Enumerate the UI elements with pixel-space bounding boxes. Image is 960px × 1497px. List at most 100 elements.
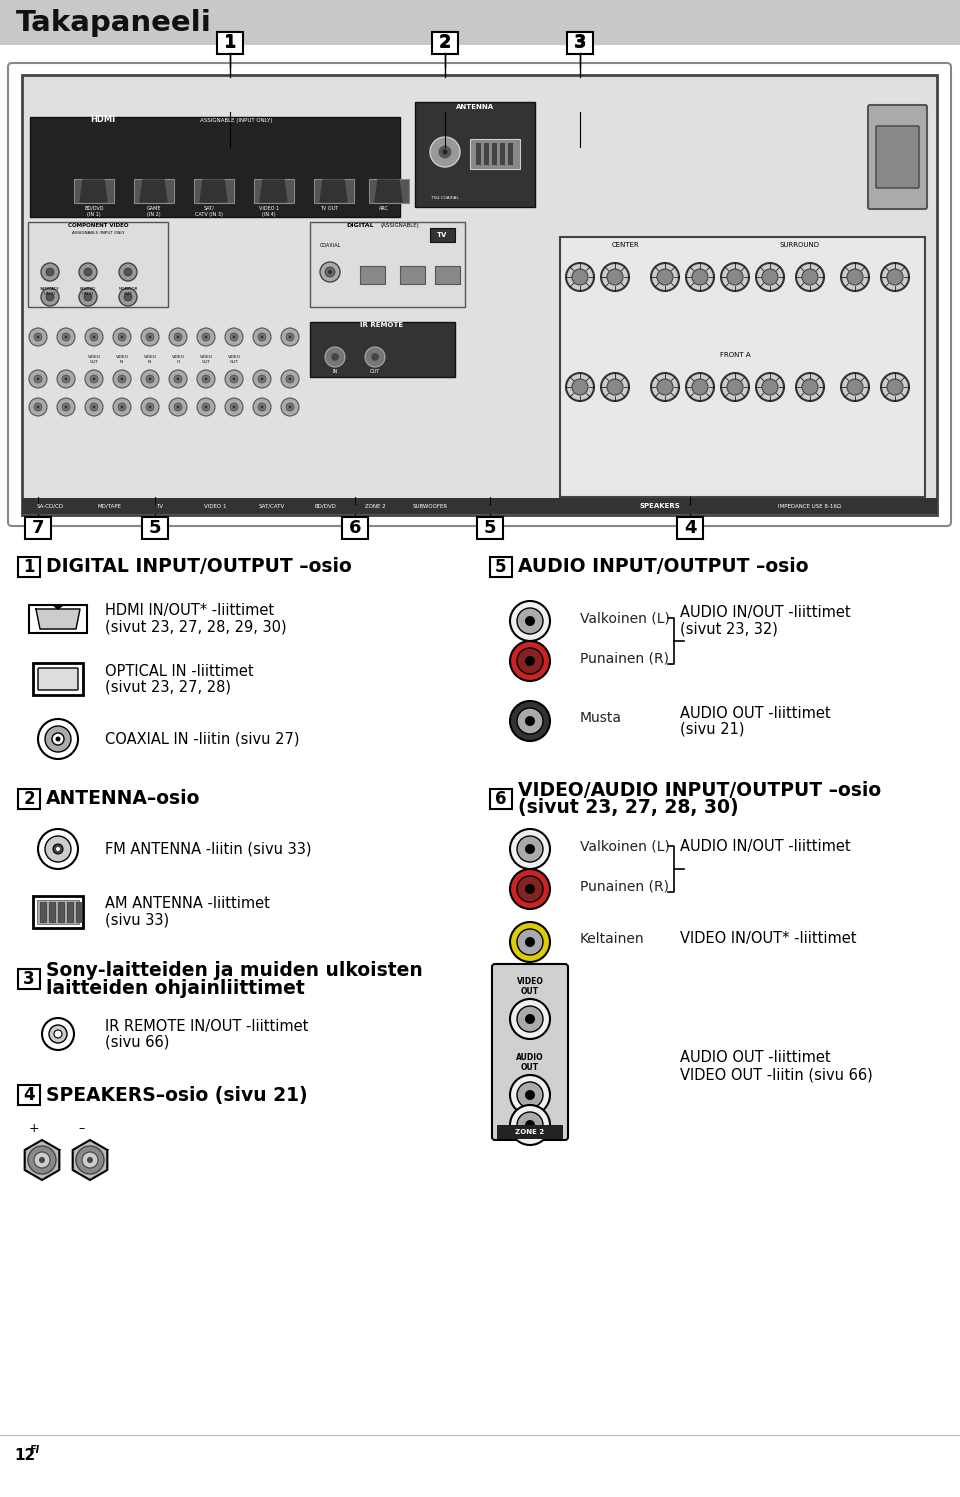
Circle shape [118, 376, 126, 383]
Text: 1: 1 [23, 558, 35, 576]
Circle shape [253, 370, 271, 388]
Text: VIDEO
OUT: VIDEO OUT [200, 355, 212, 364]
Circle shape [510, 701, 550, 741]
Circle shape [517, 648, 543, 674]
Circle shape [430, 138, 460, 168]
FancyBboxPatch shape [142, 516, 168, 539]
Text: GAME
(IN 2): GAME (IN 2) [147, 207, 161, 217]
Text: TV OUT: TV OUT [320, 207, 338, 211]
Circle shape [29, 370, 47, 388]
Circle shape [721, 263, 749, 290]
Circle shape [149, 377, 152, 380]
Text: BD/DVD: BD/DVD [314, 503, 336, 509]
Text: IR REMOTE: IR REMOTE [360, 322, 403, 328]
Text: (sivu 21): (sivu 21) [680, 722, 745, 737]
FancyBboxPatch shape [22, 75, 937, 515]
Circle shape [169, 398, 187, 416]
Circle shape [510, 922, 550, 963]
FancyBboxPatch shape [369, 180, 409, 204]
Text: OUT: OUT [370, 368, 380, 374]
Circle shape [76, 1147, 104, 1174]
FancyBboxPatch shape [134, 180, 174, 204]
Circle shape [230, 403, 238, 412]
FancyBboxPatch shape [310, 222, 465, 307]
FancyBboxPatch shape [560, 237, 925, 497]
Circle shape [525, 716, 535, 726]
FancyBboxPatch shape [30, 117, 400, 217]
Text: 75Ω COAXIAL: 75Ω COAXIAL [431, 196, 459, 201]
Circle shape [525, 1090, 535, 1100]
Circle shape [121, 335, 124, 338]
Circle shape [84, 293, 92, 301]
Circle shape [45, 726, 71, 751]
FancyBboxPatch shape [415, 102, 535, 207]
Polygon shape [375, 180, 402, 202]
Circle shape [651, 373, 679, 401]
Circle shape [113, 370, 131, 388]
FancyBboxPatch shape [434, 31, 456, 52]
Text: (sivu 66): (sivu 66) [105, 1034, 169, 1049]
Circle shape [230, 332, 238, 341]
FancyBboxPatch shape [33, 663, 83, 695]
Circle shape [566, 373, 594, 401]
Circle shape [510, 998, 550, 1039]
FancyBboxPatch shape [25, 516, 51, 539]
Circle shape [286, 376, 294, 383]
Circle shape [230, 376, 238, 383]
Circle shape [36, 406, 39, 409]
Polygon shape [320, 180, 347, 202]
Text: –: – [79, 1121, 85, 1135]
Circle shape [601, 373, 629, 401]
FancyBboxPatch shape [219, 31, 241, 52]
Circle shape [149, 406, 152, 409]
Circle shape [756, 263, 784, 290]
Text: Punainen (R): Punainen (R) [580, 879, 669, 894]
Circle shape [510, 1075, 550, 1115]
Polygon shape [80, 180, 107, 202]
Text: OUT: OUT [521, 1063, 540, 1072]
FancyBboxPatch shape [342, 516, 368, 539]
Circle shape [525, 656, 535, 666]
Circle shape [607, 379, 623, 395]
Text: laitteiden ohjainliittimet: laitteiden ohjainliittimet [46, 979, 304, 997]
Circle shape [281, 370, 299, 388]
FancyBboxPatch shape [569, 31, 591, 52]
FancyBboxPatch shape [490, 557, 512, 576]
Circle shape [225, 328, 243, 346]
Text: VIDEO: VIDEO [516, 976, 543, 985]
Text: 6: 6 [495, 790, 507, 808]
Text: IMPEDANCE USE 8-16Ω: IMPEDANCE USE 8-16Ω [779, 503, 842, 509]
Text: 2: 2 [439, 34, 451, 52]
Text: Keltainen: Keltainen [580, 933, 644, 946]
Circle shape [146, 403, 154, 412]
Text: OPTICAL IN -liittimet: OPTICAL IN -liittimet [105, 663, 253, 678]
Text: VIDEO/AUDIO INPUT/OUTPUT –osio: VIDEO/AUDIO INPUT/OUTPUT –osio [518, 780, 881, 799]
Circle shape [881, 373, 909, 401]
Circle shape [64, 406, 67, 409]
FancyBboxPatch shape [435, 266, 460, 284]
Text: COAXIAL: COAXIAL [320, 243, 341, 249]
Text: ANTENNA–osio: ANTENNA–osio [46, 789, 201, 808]
FancyBboxPatch shape [22, 499, 937, 513]
Circle shape [331, 353, 339, 361]
Circle shape [177, 406, 180, 409]
Text: VIDEO
OUT: VIDEO OUT [87, 355, 101, 364]
Circle shape [517, 930, 543, 955]
Circle shape [174, 403, 182, 412]
FancyBboxPatch shape [18, 789, 40, 808]
Circle shape [174, 376, 182, 383]
Text: DIGITAL: DIGITAL [347, 223, 373, 228]
FancyBboxPatch shape [490, 789, 512, 808]
FancyBboxPatch shape [677, 516, 703, 539]
FancyBboxPatch shape [470, 139, 520, 169]
Text: SA-CD/CD: SA-CD/CD [36, 503, 63, 509]
Circle shape [572, 379, 588, 395]
FancyBboxPatch shape [492, 964, 568, 1141]
Text: SAT/
CATV (IN 3): SAT/ CATV (IN 3) [195, 207, 223, 217]
Text: HDMI IN/OUT* -liittimet: HDMI IN/OUT* -liittimet [105, 603, 275, 618]
Circle shape [260, 406, 263, 409]
FancyBboxPatch shape [29, 605, 87, 633]
FancyBboxPatch shape [430, 228, 455, 243]
Text: Sony-laitteiden ja muiden ulkoisten: Sony-laitteiden ja muiden ulkoisten [46, 961, 422, 981]
Text: 4: 4 [684, 519, 696, 537]
